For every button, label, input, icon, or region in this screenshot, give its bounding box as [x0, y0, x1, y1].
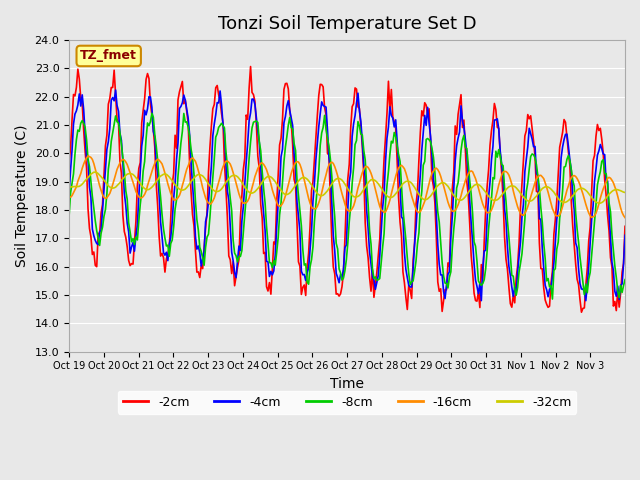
Line: -4cm: -4cm: [69, 90, 625, 300]
-2cm: [578, 309, 586, 315]
-32cm: [463, 192, 470, 198]
Legend: -2cm, -4cm, -8cm, -16cm, -32cm: -2cm, -4cm, -8cm, -16cm, -32cm: [118, 391, 576, 414]
-16cm: [621, 215, 629, 220]
Text: TZ_fmet: TZ_fmet: [80, 49, 137, 62]
-2cm: [353, 86, 360, 92]
-2cm: [546, 303, 554, 309]
-4cm: [546, 286, 554, 292]
-16cm: [618, 210, 626, 216]
-2cm: [65, 160, 73, 166]
-8cm: [148, 110, 156, 116]
-16cm: [86, 154, 93, 159]
-2cm: [463, 179, 470, 184]
-8cm: [102, 207, 109, 213]
-4cm: [582, 298, 589, 303]
-32cm: [595, 200, 603, 206]
-32cm: [620, 189, 627, 195]
-8cm: [84, 156, 92, 162]
-4cm: [65, 190, 73, 196]
-2cm: [102, 143, 109, 149]
-16cm: [84, 153, 92, 159]
-4cm: [621, 232, 629, 238]
-4cm: [102, 167, 109, 173]
-4cm: [353, 100, 360, 106]
Line: -8cm: -8cm: [69, 113, 625, 299]
-16cm: [546, 195, 554, 201]
Line: -32cm: -32cm: [69, 172, 625, 203]
Line: -16cm: -16cm: [69, 156, 625, 217]
-32cm: [353, 194, 360, 200]
-8cm: [546, 284, 554, 290]
-32cm: [103, 181, 111, 187]
-8cm: [620, 283, 627, 288]
-8cm: [353, 138, 360, 144]
-4cm: [112, 87, 120, 93]
Y-axis label: Soil Temperature (C): Soil Temperature (C): [15, 125, 29, 267]
-16cm: [353, 192, 360, 198]
-32cm: [84, 175, 92, 180]
-32cm: [546, 185, 554, 191]
-16cm: [65, 194, 73, 200]
-8cm: [463, 145, 470, 151]
-16cm: [463, 174, 470, 180]
Line: -2cm: -2cm: [69, 67, 625, 312]
-32cm: [92, 169, 99, 175]
-32cm: [65, 184, 73, 190]
-4cm: [620, 261, 627, 267]
Title: Tonzi Soil Temperature Set D: Tonzi Soil Temperature Set D: [218, 15, 476, 33]
-2cm: [247, 64, 255, 70]
-2cm: [621, 224, 629, 229]
X-axis label: Time: Time: [330, 377, 364, 391]
-16cm: [103, 195, 111, 201]
-2cm: [620, 261, 627, 266]
-4cm: [463, 152, 470, 157]
-8cm: [548, 296, 556, 302]
-8cm: [65, 212, 73, 218]
-2cm: [84, 206, 92, 212]
-32cm: [621, 190, 629, 195]
-4cm: [84, 156, 92, 162]
-8cm: [621, 277, 629, 283]
